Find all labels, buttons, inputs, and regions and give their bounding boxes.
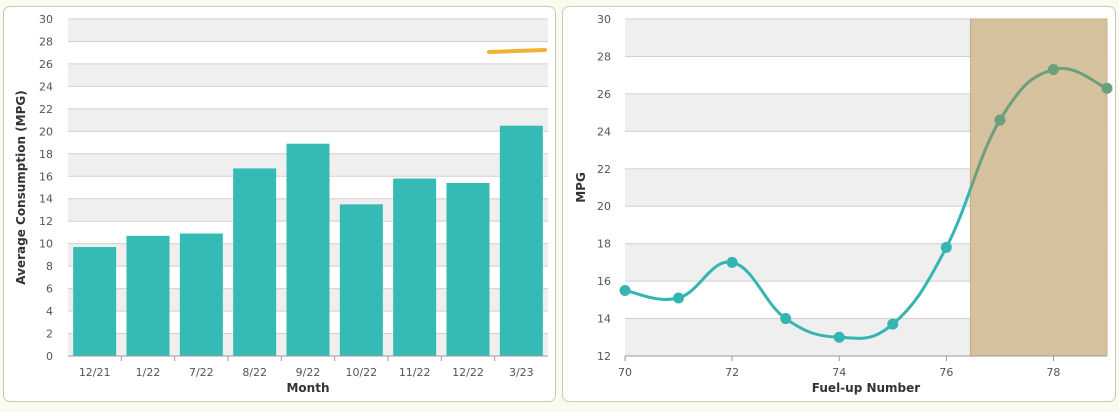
data-point[interactable] bbox=[673, 292, 685, 304]
y-tick-label: 10 bbox=[39, 238, 53, 251]
grid-band bbox=[68, 19, 548, 42]
bar[interactable] bbox=[126, 235, 170, 356]
y-tick-label: 22 bbox=[39, 103, 53, 116]
x-tick-label: 74 bbox=[832, 366, 846, 379]
y-tick-label: 28 bbox=[39, 35, 53, 48]
data-point[interactable] bbox=[780, 313, 792, 325]
data-point[interactable] bbox=[940, 241, 952, 253]
y-tick-label: 22 bbox=[597, 163, 611, 176]
data-point[interactable] bbox=[887, 318, 899, 330]
x-tick-label: 10/22 bbox=[345, 366, 377, 379]
y-tick-label: 26 bbox=[597, 88, 611, 101]
grid-band bbox=[68, 63, 548, 87]
x-tick-label: 8/22 bbox=[242, 366, 267, 379]
data-point[interactable] bbox=[619, 284, 631, 296]
data-point[interactable] bbox=[1101, 82, 1113, 94]
bar[interactable] bbox=[499, 125, 543, 356]
fuelup-mpg-chart-panel: 12 14 16 18 20 22 24 26 28 30 70 72 74 76 78 Fuel-up Nu… bbox=[562, 6, 1116, 402]
x-tick-label: 7/22 bbox=[189, 366, 214, 379]
x-tick-label: 76 bbox=[939, 366, 953, 379]
data-point[interactable] bbox=[994, 114, 1006, 126]
y-tick-label: 12 bbox=[39, 215, 53, 228]
bar[interactable] bbox=[339, 204, 383, 356]
data-point[interactable] bbox=[833, 331, 845, 343]
x-tick-label: 9/22 bbox=[296, 366, 321, 379]
y-tick-label: 30 bbox=[597, 13, 611, 26]
data-point[interactable] bbox=[726, 256, 738, 268]
x-tick-label: 1/22 bbox=[136, 366, 161, 379]
bar[interactable] bbox=[233, 168, 277, 356]
y-tick-label: 24 bbox=[597, 125, 611, 138]
bar[interactable] bbox=[286, 143, 330, 356]
x-tick-label: 3/23 bbox=[509, 366, 534, 379]
y-tick-label: 20 bbox=[39, 125, 53, 138]
y-tick-label: 28 bbox=[597, 50, 611, 63]
y-tick-label: 14 bbox=[39, 193, 53, 206]
y-tick-label: 20 bbox=[597, 200, 611, 213]
y-tick-label: 18 bbox=[597, 238, 611, 251]
bar[interactable] bbox=[179, 233, 223, 356]
reference-line-marker bbox=[487, 47, 547, 54]
x-tick-label: 70 bbox=[618, 366, 632, 379]
y-axis-label: Average Consumption (MPG) bbox=[14, 90, 28, 284]
y-tick-label: 2 bbox=[46, 328, 53, 341]
y-tick-label: 18 bbox=[39, 148, 53, 161]
x-tick-label: 12/21 bbox=[79, 366, 111, 379]
monthly-average-chart-panel: 0 2 4 6 8 10 12 14 16 18 20 22 24 26 28 30 12/21 1/22 7/22… bbox=[3, 6, 556, 402]
line-chart: 12 14 16 18 20 22 24 26 28 30 70 72 74 76 78 Fuel-up Nu… bbox=[574, 13, 1113, 395]
y-axis-label: MPG bbox=[574, 172, 588, 203]
bar[interactable] bbox=[446, 183, 490, 356]
x-tick-label: 78 bbox=[1046, 366, 1060, 379]
y-tick-label: 16 bbox=[597, 275, 611, 288]
data-point[interactable] bbox=[1047, 64, 1059, 76]
x-tick-label: 72 bbox=[725, 366, 739, 379]
series-line bbox=[624, 184, 971, 340]
highlight-band bbox=[969, 18, 1108, 357]
x-axis-label: Month bbox=[286, 381, 329, 395]
x-tick-label: 11/22 bbox=[399, 366, 431, 379]
y-tick-label: 6 bbox=[46, 283, 53, 296]
y-tick-label: 14 bbox=[597, 313, 611, 326]
y-tick-label: 26 bbox=[39, 58, 53, 71]
y-tick-label: 30 bbox=[39, 13, 53, 26]
x-axis-label: Fuel-up Number bbox=[812, 381, 921, 395]
y-tick-label: 0 bbox=[46, 350, 53, 363]
bar[interactable] bbox=[393, 178, 437, 356]
y-tick-label: 12 bbox=[597, 350, 611, 363]
grid-band bbox=[68, 108, 548, 132]
y-tick-label: 24 bbox=[39, 80, 53, 93]
y-tick-label: 4 bbox=[46, 305, 53, 318]
series-line-highlighted bbox=[970, 66, 1108, 194]
x-tick-label: 12/22 bbox=[452, 366, 484, 379]
bar[interactable] bbox=[73, 247, 117, 356]
y-tick-label: 8 bbox=[46, 260, 53, 273]
y-tick-label: 16 bbox=[39, 170, 53, 183]
